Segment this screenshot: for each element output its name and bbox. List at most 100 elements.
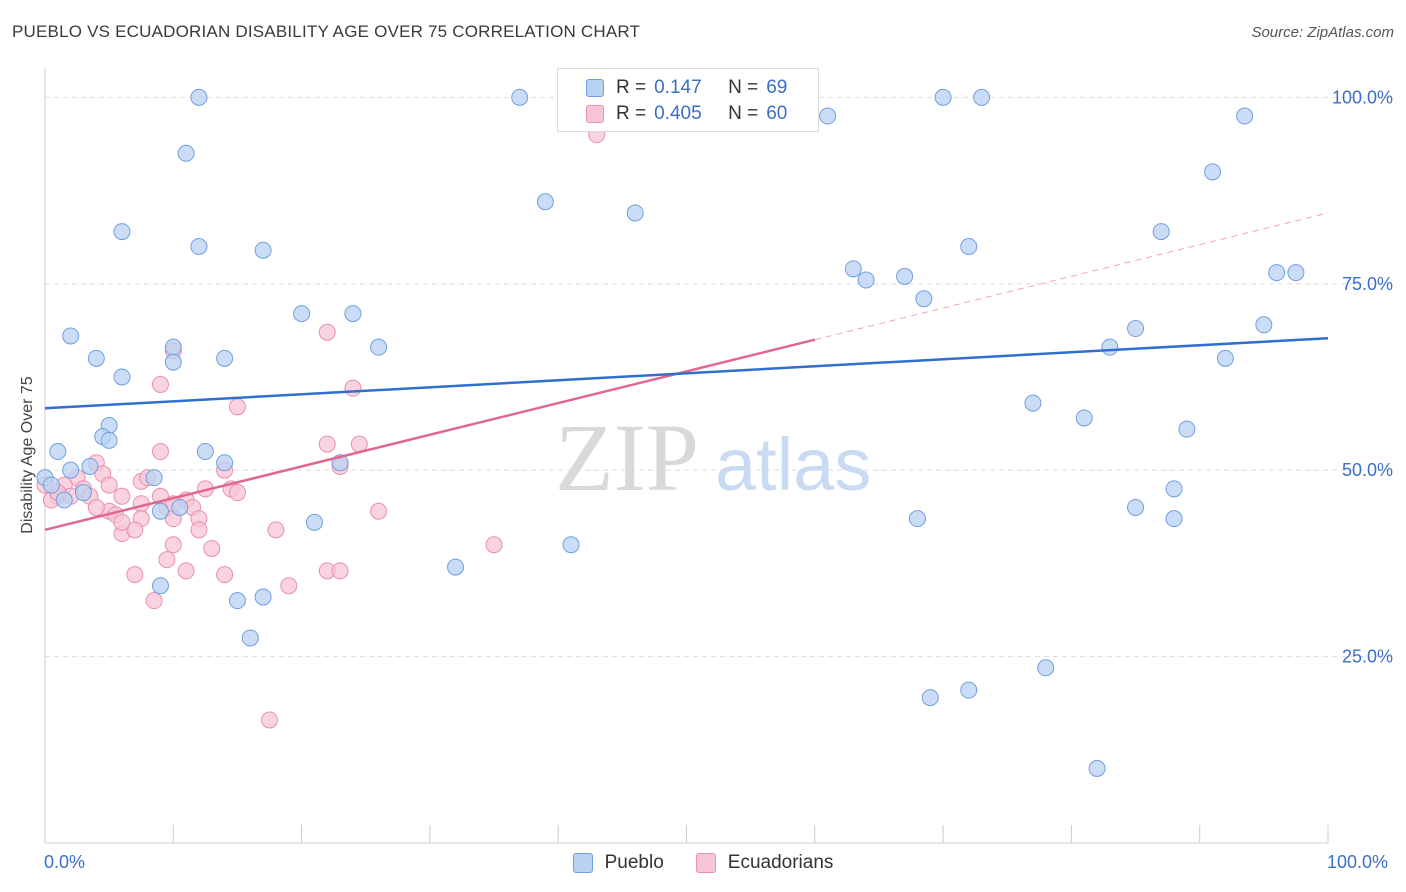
- watermark-atlas: atlas: [715, 423, 871, 506]
- pueblo-point: [973, 88, 991, 106]
- pueblo-point: [164, 353, 182, 371]
- legend-item-ecuadorians[interactable]: Ecuadorians: [695, 852, 833, 874]
- pueblo-point: [344, 305, 362, 323]
- pueblo-point: [1127, 498, 1145, 516]
- legend-item-pueblo[interactable]: Pueblo: [572, 852, 664, 874]
- pueblo-point: [241, 629, 259, 647]
- pueblo-point: [62, 461, 80, 479]
- y-tick-label: 100.0%: [1332, 87, 1393, 107]
- pueblo-point: [1216, 349, 1234, 367]
- ecuadorians-point: [151, 375, 169, 393]
- pueblo-point: [1236, 107, 1254, 125]
- series-legend: Pueblo Ecuadorians: [0, 852, 1406, 874]
- ecuadorians-point: [261, 711, 279, 729]
- ecuadorians-point: [228, 484, 246, 502]
- pueblo-point: [177, 144, 195, 162]
- pueblo-point: [113, 368, 131, 386]
- pueblo-point: [254, 241, 272, 259]
- ecuadorians-trend-extension: [814, 212, 1329, 341]
- pueblo-point: [151, 577, 169, 595]
- pueblo-point: [55, 491, 73, 509]
- ecuadorians-points: [36, 88, 811, 729]
- legend-row-pueblo: R = 0.147 N = 69: [586, 75, 787, 101]
- n-value: 69: [766, 77, 788, 98]
- pueblo-point: [960, 237, 978, 255]
- pueblo-point: [844, 260, 862, 278]
- x-tick-max: 100.0%: [1327, 852, 1389, 872]
- pueblo-point: [626, 204, 644, 222]
- pueblo-point: [447, 558, 465, 576]
- pueblo-point: [908, 510, 926, 528]
- pueblo-point: [42, 476, 60, 494]
- pueblo-point: [896, 267, 914, 285]
- ecuadorians-point: [344, 379, 362, 397]
- pueblo-point: [254, 588, 272, 606]
- legend-row-ecuadorians: R = 0.405 N = 60: [586, 101, 787, 127]
- pueblo-point: [1165, 510, 1183, 528]
- legend-label-pueblo: Pueblo: [604, 852, 664, 873]
- ecuadorians-point: [190, 521, 208, 539]
- ecuadorians-point: [126, 566, 144, 584]
- pueblo-point: [857, 271, 875, 289]
- correlation-legend: R = 0.147 N = 69 R = 0.405 N = 60: [557, 68, 819, 132]
- ecuadorians-point: [370, 502, 388, 520]
- pueblo-point: [370, 338, 388, 356]
- pueblo-point: [536, 193, 554, 211]
- pueblo-point: [819, 107, 837, 125]
- pueblo-point: [1268, 264, 1286, 282]
- ecuadorians-point: [485, 536, 503, 554]
- y-tick-label: 50.0%: [1342, 460, 1393, 480]
- pueblo-point: [113, 223, 131, 241]
- pueblo-point: [1178, 420, 1196, 438]
- pueblo-point: [216, 454, 234, 472]
- ecuadorians-point: [126, 521, 144, 539]
- n-value: 60: [766, 103, 788, 124]
- ecuadorians-swatch: [695, 853, 716, 873]
- y-tick-label: 25.0%: [1342, 647, 1393, 667]
- ecuadorians-point: [177, 562, 195, 580]
- ecuadorians-point: [318, 323, 336, 341]
- pueblo-point: [74, 484, 92, 502]
- ecuadorians-swatch: [586, 105, 604, 123]
- ecuadorians-point: [216, 566, 234, 584]
- ecuadorians-point: [267, 521, 285, 539]
- pueblo-point: [511, 88, 529, 106]
- pueblo-point: [216, 349, 234, 367]
- source-credit: Source: ZipAtlas.com: [1251, 24, 1394, 41]
- pueblo-point: [1075, 409, 1093, 427]
- pueblo-point: [293, 305, 311, 323]
- n-label: N =: [728, 103, 759, 124]
- ecuadorians-point: [318, 435, 336, 453]
- ecuadorians-point: [113, 487, 131, 505]
- pueblo-point: [1255, 316, 1273, 334]
- pueblo-point: [81, 457, 99, 475]
- pueblo-point: [1024, 394, 1042, 412]
- x-tick-min: 0.0%: [44, 852, 86, 872]
- pueblo-point: [164, 338, 182, 356]
- pueblo-point: [87, 349, 105, 367]
- pueblo-point: [915, 290, 933, 308]
- pueblo-point: [1037, 659, 1055, 677]
- ecuadorians-point: [164, 536, 182, 554]
- pueblo-point: [49, 443, 67, 461]
- pueblo-point: [921, 689, 939, 707]
- ecuadorians-point: [203, 539, 221, 557]
- watermark: ZIP atlas: [555, 404, 871, 511]
- r-label: R =: [616, 77, 647, 98]
- ecuadorians-point: [158, 551, 176, 569]
- pueblo-point: [228, 592, 246, 610]
- ecuadorians-point: [331, 562, 349, 580]
- ecuadorians-point: [151, 443, 169, 461]
- pueblo-point: [196, 443, 214, 461]
- ecuadorians-point: [145, 592, 163, 610]
- pueblo-point: [1152, 223, 1170, 241]
- pueblo-point: [151, 502, 169, 520]
- pueblo-point: [1101, 338, 1119, 356]
- y-tick-labels: 25.0% 50.0% 75.0% 100.0%: [1332, 87, 1393, 666]
- n-label: N =: [728, 77, 759, 98]
- r-value: 0.147: [654, 77, 702, 98]
- ecuadorians-point: [228, 398, 246, 416]
- pueblo-point: [100, 431, 118, 449]
- pueblo-trend-line: [44, 336, 1329, 410]
